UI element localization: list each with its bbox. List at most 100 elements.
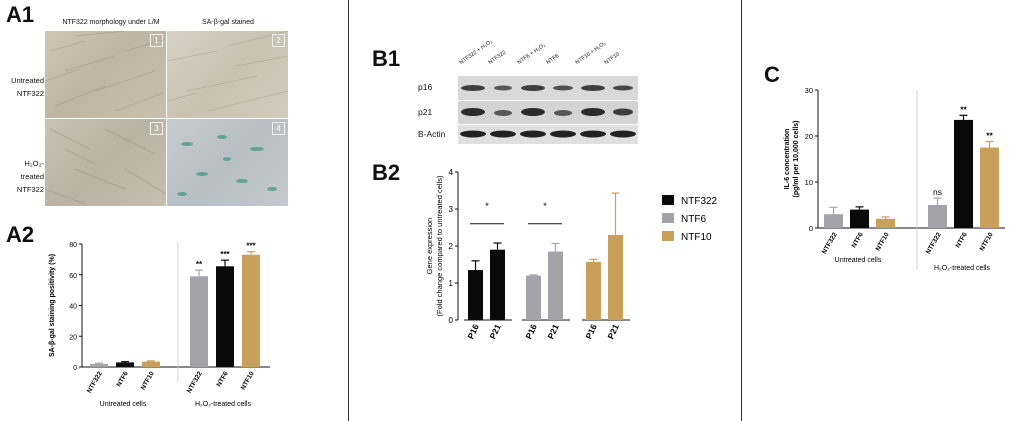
chart-c: 0 10 20 30 IL-6 concentration (pg/ml per 10,0… [784,86,1005,272]
cell-texture [167,31,288,112]
y-tick-label: 80 [69,242,77,249]
panel-label-a1: A1 [6,2,35,27]
band-label-b-actin: B-Actin [418,129,446,139]
legend-swatch [662,195,674,205]
group-label: Untreated cells [835,257,882,264]
bar [548,251,563,320]
chart-b2: 0 1 2 3 4 Gene expression (Fold change compare… [425,168,718,341]
bar [468,270,483,320]
y-tick-label: 60 [69,273,77,280]
bar [824,214,843,228]
band-label-p21: p21 [418,107,433,117]
legend-label: NTF10 [681,232,712,243]
y-tick-label: 0 [809,224,813,233]
bar [90,363,108,367]
x-tick-label: P21 [605,322,621,340]
group-label: H₂O₂-treated cells [195,401,252,408]
micrograph-untreated-lm: 1 [45,31,166,118]
x-tick-label: NTF322 [86,370,104,394]
bar [242,254,260,367]
blot-bands [460,85,636,138]
y-axis-label-2: (pg/ml per 10,000 cells) [793,120,800,197]
x-tick-label: NTF322 [821,231,839,255]
bar [608,234,623,320]
y-tick-label: 20 [805,132,813,141]
legend-swatch [662,213,674,223]
a1-row-label-untreated: Untreated NTF322 [6,74,44,100]
image-number: 2 [272,34,285,47]
a1-col-header-2: SA-β-gal stained [202,19,254,26]
bar [190,276,208,367]
x-tick-label: NTF322 [186,370,204,394]
x-tick-label: NTF6 [216,370,230,388]
micrograph-treated-lm: 3 [45,119,166,206]
y-tick-label: 1 [449,279,454,288]
x-tick-label: NTF322 [925,231,943,255]
bar [586,261,601,320]
panel-label-a2: A2 [6,222,35,247]
bar [850,209,869,228]
a1-row-label-line: NTF322 [16,185,44,194]
bar [142,361,160,367]
y-tick-label: 3 [449,205,454,214]
stained-cells [177,135,277,196]
blot-b-actin [458,125,638,144]
a1-row-label-line: NTF322 [16,89,44,98]
y-axis-label-2: (Fold change compared to untreated cells… [435,175,444,316]
y-tick-label: 20 [69,334,77,341]
x-tick-label: NTF10 [875,231,891,252]
y-axis-label: SA-β-gal staining positivity (%) [49,254,56,357]
divider-right [741,0,742,421]
a1-row-label-line: H₂O₂-treated [20,159,44,181]
y-tick-label: 0 [449,316,454,325]
y-tick-label: 0 [73,365,77,372]
x-tick-label: P21 [487,322,503,340]
y-tick-label: 30 [805,86,813,95]
cell-texture [45,31,166,112]
blot-p16 [458,76,638,100]
chart-a2: 0 20 40 60 80 SA-β-gal staining positivity (%… [49,242,270,408]
y-tick-label: 4 [449,168,454,177]
image-number: 3 [150,122,163,135]
bar [876,218,895,228]
x-tick-label: NTF10 [240,370,256,391]
lane-label: NTF6 + H₂O₂ [516,42,547,66]
panel-label-b1: B1 [372,46,401,71]
significance-label: ** [196,260,203,269]
x-tick-label: NTF6 [851,231,865,249]
cell-texture [45,128,166,205]
a1-row-label-treated: H₂O₂-treated NTF322 [2,157,44,196]
bar [216,266,234,367]
group-label: Untreated cells [100,401,147,408]
y-axis-label: Gene expression [425,218,434,275]
significance-label: * [543,201,547,211]
y-tick-label: 40 [69,304,77,311]
y-axis-label: IL-6 concentration [784,129,791,190]
divider-left [348,0,349,421]
x-tick-label: NTF6 [955,231,969,249]
significance-label: ** [986,131,993,141]
micrograph-treated-sa-gal: 4 [167,119,288,206]
significance-label: *** [220,250,230,259]
legend-swatch [662,231,674,241]
x-tick-label: NTF6 [116,370,130,388]
x-tick-label: P21 [545,322,561,340]
bar [116,362,134,367]
panel-label-c: C [764,62,780,87]
y-tick-label: 2 [449,242,454,251]
x-tick-label: NTF10 [979,231,995,252]
lane-label: NTF10 + H₂O₂ [574,40,608,66]
significance-label: ** [960,104,967,114]
a1-row-label-line: Untreated [11,76,44,85]
image-number: 1 [150,34,163,47]
micrograph-untreated-sa-gal: 2 [167,31,288,118]
x-tick-label: P16 [583,322,599,340]
blot-p21 [458,101,638,124]
bar [928,205,947,228]
band-label-p16: p16 [418,82,433,92]
group-label: H₂O₂-treated cells [934,265,991,272]
y-tick-label: 10 [805,178,813,187]
significance-label: * [485,201,489,211]
x-tick-label: P16 [523,322,539,340]
image-number: 4 [272,122,285,135]
